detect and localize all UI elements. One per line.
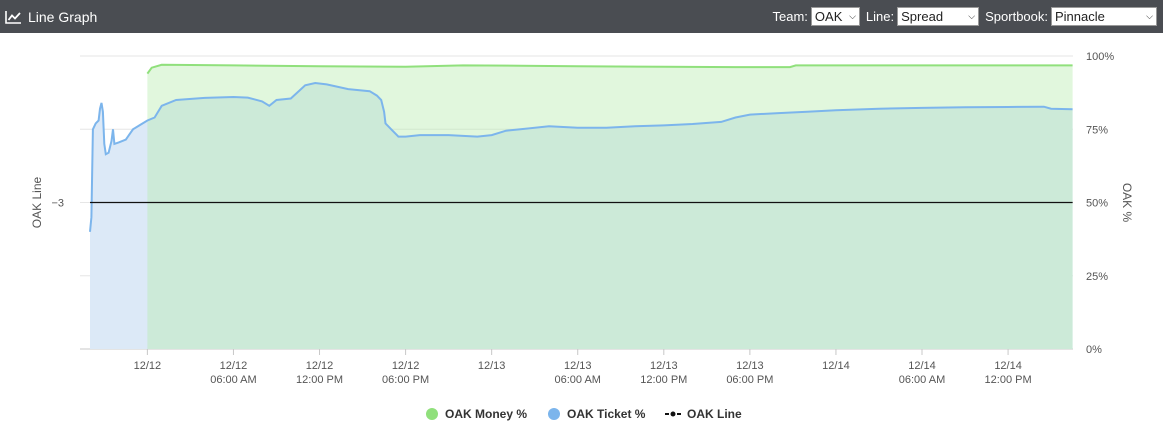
legend-money-marker (426, 408, 438, 420)
x-tick-label: 12/12 (134, 360, 162, 372)
ticket-area (90, 83, 1073, 349)
title-group: Line Graph (5, 9, 97, 25)
chart-area: 100% 75% 50% 25% 0% −3 OAK Line OAK % 12/12 12/12… (0, 33, 1163, 439)
chart-header: Line Graph Team: OAK ⌵ Line: Spread ⌵ Sp… (0, 0, 1163, 33)
x-tick-label: 12/14 (994, 360, 1022, 372)
sportbook-select[interactable]: Pinnacle ⌵ (1051, 7, 1157, 26)
x-tick-label: 12/12 (306, 360, 334, 372)
x-tick-label: 12/13 (736, 360, 764, 372)
y-right-axis-title: OAK % (1120, 183, 1134, 223)
x-tick-sublabel: 06:00 PM (382, 374, 429, 386)
line-graph-chart: 100% 75% 50% 25% 0% −3 OAK Line OAK % 12/12 12/12… (30, 51, 1134, 421)
team-label: Team: (772, 9, 808, 24)
line-label: Line: (865, 9, 895, 24)
money-area (147, 64, 1073, 350)
chevron-down-icon: ⌵ (849, 11, 856, 21)
page-title: Line Graph (28, 8, 98, 25)
x-tick-sublabel: 06:00 PM (726, 374, 773, 386)
chevron-down-icon: ⌵ (1146, 11, 1153, 21)
y-right-tick-label: 50% (1086, 198, 1108, 210)
x-tick-sublabel: 12:00 PM (985, 374, 1032, 386)
x-tick-label: 12/12 (220, 360, 248, 372)
x-tick-label: 12/13 (478, 360, 506, 372)
line-select[interactable]: Spread ⌵ (897, 7, 980, 26)
y-right-tick-label: 75% (1086, 124, 1108, 136)
line-chart-icon (5, 10, 21, 24)
line-select-value: Spread (901, 9, 944, 24)
money-line (146, 63, 1073, 75)
x-tick-sublabel: 06:00 AM (554, 374, 600, 386)
filter-controls: Team: OAK ⌵ Line: Spread ⌵ Sportbook: Pi… (767, 7, 1157, 26)
y-right-tick-label: 0% (1086, 344, 1102, 356)
legend-line-dot (670, 411, 676, 417)
ticket-line (89, 81, 1073, 232)
x-tick-sublabel: 06:00 AM (899, 374, 945, 386)
legend-line-label: OAK Line (687, 407, 742, 421)
x-tick-label: 12/14 (822, 360, 850, 372)
chevron-down-icon: ⌵ (968, 11, 976, 21)
sportbook-select-value: Pinnacle (1055, 9, 1105, 24)
x-tick-sublabel: 06:00 AM (210, 374, 256, 386)
y-right-tick-label: 25% (1086, 271, 1108, 283)
y-right-tick-label: 100% (1086, 51, 1114, 63)
x-tick-label: 12/13 (564, 360, 592, 372)
legend-ticket-marker (548, 408, 560, 420)
y-left-tick-label: −3 (51, 198, 64, 210)
y-left-axis-title: OAK Line (30, 176, 44, 228)
x-tick-sublabel: 12:00 PM (640, 374, 687, 386)
sportbook-label: Sportbook: (985, 9, 1048, 24)
x-tick-sublabel: 12:00 PM (296, 374, 343, 386)
team-select-value: OAK (814, 9, 843, 24)
x-tick-label: 12/12 (392, 360, 420, 372)
x-tick-label: 12/13 (650, 360, 678, 372)
team-select[interactable]: OAK ⌵ (810, 7, 860, 26)
legend-money-label: OAK Money % (445, 407, 527, 421)
x-tick-label: 12/14 (908, 360, 936, 372)
legend-ticket-label: OAK Ticket % (567, 407, 646, 421)
